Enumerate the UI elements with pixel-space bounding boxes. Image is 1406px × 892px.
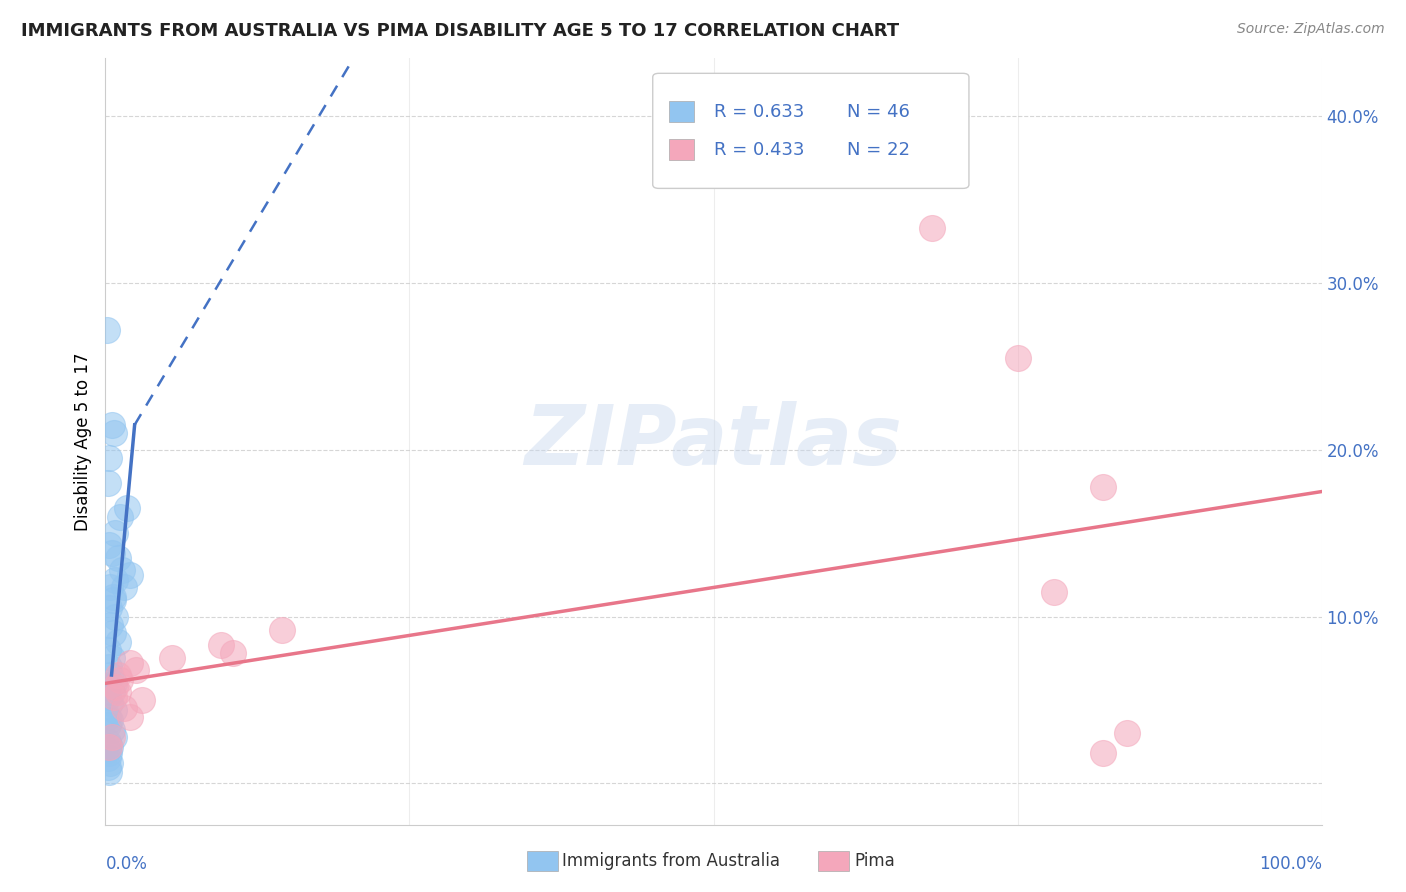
Point	[98, 764, 121, 779]
Point	[97, 735, 120, 749]
Point	[97, 690, 120, 704]
Point	[98, 618, 121, 632]
Point	[104, 680, 127, 694]
Point	[104, 609, 127, 624]
Point	[100, 723, 122, 737]
Point	[97, 643, 120, 657]
FancyBboxPatch shape	[652, 73, 969, 188]
Point	[1091, 479, 1114, 493]
Point	[98, 668, 121, 682]
Text: Immigrants from Australia: Immigrants from Australia	[562, 852, 780, 870]
Point	[103, 730, 125, 744]
Point	[222, 646, 245, 660]
Point	[101, 593, 124, 607]
Point	[112, 701, 135, 715]
Point	[97, 680, 120, 694]
FancyBboxPatch shape	[668, 139, 695, 160]
Point	[98, 601, 121, 615]
Text: IMMIGRANTS FROM AUSTRALIA VS PIMA DISABILITY AGE 5 TO 17 CORRELATION CHART: IMMIGRANTS FROM AUSTRALIA VS PIMA DISABI…	[21, 22, 900, 40]
Point	[104, 526, 127, 541]
Point	[118, 657, 141, 671]
Point	[107, 684, 129, 698]
Point	[162, 651, 184, 665]
Point	[112, 580, 135, 594]
Point	[100, 684, 122, 698]
Point	[98, 580, 121, 594]
Point	[98, 538, 121, 552]
Text: N = 46: N = 46	[848, 103, 910, 120]
Point	[97, 751, 120, 765]
Point	[921, 221, 943, 235]
Point	[101, 626, 124, 640]
Point	[1091, 747, 1114, 761]
Point	[98, 697, 121, 711]
Point	[103, 676, 125, 690]
Point	[103, 690, 125, 704]
Y-axis label: Disability Age 5 to 17: Disability Age 5 to 17	[73, 352, 91, 531]
Point	[108, 673, 131, 687]
Point	[98, 451, 121, 466]
Point	[209, 638, 232, 652]
Point	[107, 634, 129, 648]
Text: Pima: Pima	[855, 852, 896, 870]
Point	[100, 730, 122, 744]
Text: Source: ZipAtlas.com: Source: ZipAtlas.com	[1237, 22, 1385, 37]
Point	[97, 718, 120, 732]
Point	[100, 417, 122, 432]
FancyBboxPatch shape	[668, 101, 695, 121]
Point	[118, 709, 141, 723]
Point	[98, 747, 121, 761]
Point	[125, 663, 148, 677]
Text: N = 22: N = 22	[848, 141, 910, 159]
Point	[1043, 584, 1066, 599]
Point	[131, 693, 153, 707]
Text: ZIPatlas: ZIPatlas	[524, 401, 903, 482]
Text: R = 0.433: R = 0.433	[713, 141, 804, 159]
Text: R = 0.633: R = 0.633	[713, 103, 804, 120]
Point	[98, 659, 121, 673]
Point	[97, 709, 120, 723]
Point	[100, 546, 122, 560]
Point	[98, 713, 121, 727]
Point	[100, 651, 122, 665]
Point	[270, 623, 292, 637]
Point	[97, 760, 120, 774]
Text: 0.0%: 0.0%	[105, 855, 148, 873]
Point	[1007, 351, 1029, 366]
Point	[97, 743, 120, 757]
Point	[118, 568, 141, 582]
Point	[108, 509, 131, 524]
Point	[107, 668, 129, 682]
Point	[103, 426, 125, 441]
Point	[117, 501, 139, 516]
Text: 100.0%: 100.0%	[1258, 855, 1322, 873]
Point	[97, 476, 120, 491]
Point	[96, 323, 118, 337]
Point	[104, 573, 127, 587]
Point	[107, 551, 129, 566]
Point	[103, 703, 125, 717]
Point	[98, 756, 121, 771]
Point	[98, 739, 121, 754]
Point	[101, 590, 124, 604]
Point	[98, 739, 121, 754]
Point	[1116, 726, 1139, 740]
Point	[111, 563, 134, 577]
